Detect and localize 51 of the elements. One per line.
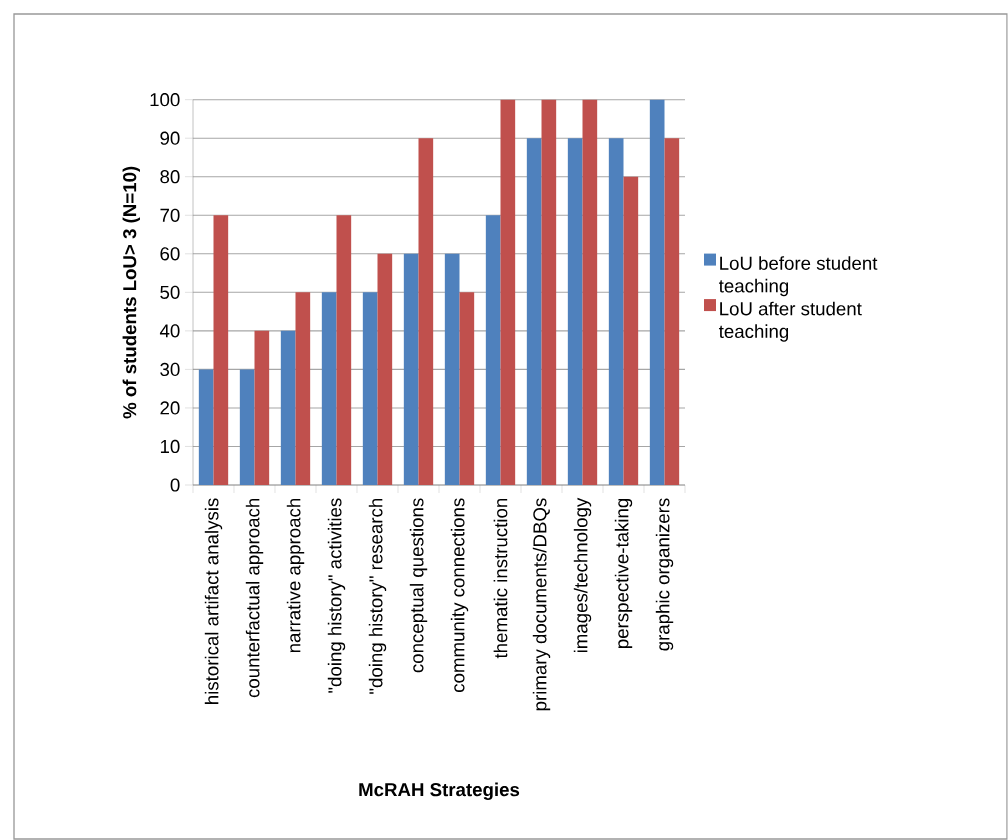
y-tick-label: 80 [160,170,180,184]
bar [485,215,501,485]
y-tick-label: 60 [160,247,180,261]
y-tick-label: 90 [160,131,180,145]
bar [567,138,583,485]
y-tick-label: 40 [159,324,180,338]
bar [362,292,378,485]
x-tick-label: historical artifact analysis [204,498,223,704]
y-tick-label: 10 [160,439,180,454]
bar [280,330,296,485]
y-tick-label: 70 [160,208,180,222]
bar [239,369,255,485]
bar [198,369,214,485]
bar [541,99,557,485]
bar [254,330,270,485]
x-tick-label: counterfactual approach [245,498,264,698]
x-tick-label: images/technology [573,497,592,653]
y-axis-title: % of students LoU> 3 (N=10) [122,166,140,419]
bar [377,253,393,485]
x-tick-label: narrative approach [286,498,305,653]
bar [649,99,665,485]
bar [321,292,337,485]
bar [336,215,352,485]
x-tick-label: perspective-taking [614,498,633,648]
x-tick-label: "doing history" activities [327,498,346,693]
x-tick-label: primary documents/DBQs [532,498,551,711]
bar [664,138,680,485]
y-tick-label: 50 [160,285,180,299]
legend-label: LoU before student teaching [718,256,878,297]
x-tick-label: community connections [450,498,469,692]
bar [213,215,229,485]
x-tick-label: thematic instruction [493,498,508,659]
y-tick-label: 30 [160,362,180,377]
bar [582,99,598,485]
x-tick-label: graphic organizers [655,498,674,651]
bar [459,292,475,485]
bar [526,138,542,485]
y-tick-label: 0 [170,478,180,492]
bar [500,99,516,485]
bar [295,292,311,485]
bar [608,138,624,485]
y-tick-label: 20 [160,401,180,415]
bar [444,253,460,485]
legend-label: LoU after student teaching [718,301,862,342]
bar [418,138,434,485]
x-axis-title: McRAH Strategies [359,782,520,801]
y-tick-label: 100 [150,93,180,107]
x-tick-label: conceptual questions [409,498,428,673]
x-tick-label: "doing history" research [368,498,387,694]
bar [403,253,419,485]
bar [623,176,639,485]
